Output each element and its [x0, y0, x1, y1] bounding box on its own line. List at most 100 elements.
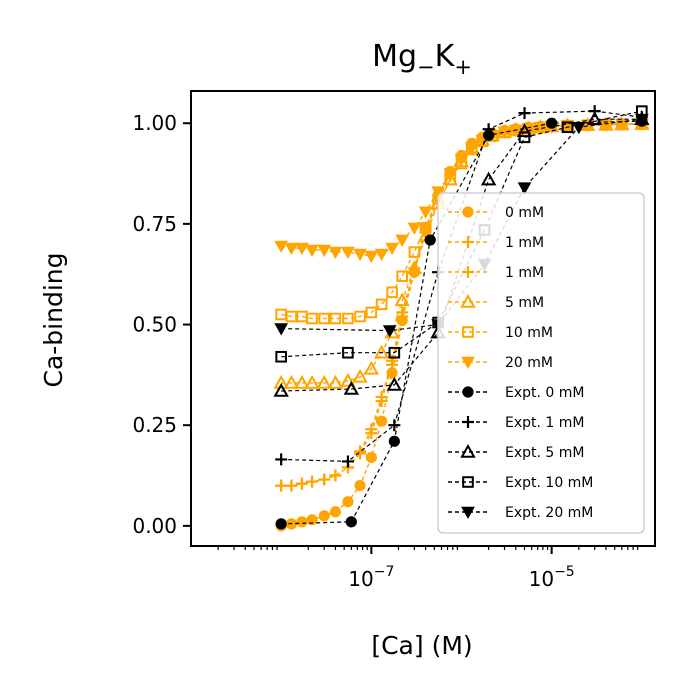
legend-entry: 1 mM	[448, 235, 544, 251]
data-point	[516, 123, 533, 138]
plot-area	[190, 90, 656, 547]
x-tick-label: 10−5	[529, 564, 575, 591]
legend-entry: Expt. 20 mM	[448, 505, 593, 521]
data-point	[340, 372, 356, 387]
legend-marker	[462, 236, 474, 248]
legend-entry: Expt. 10 mM	[448, 475, 593, 491]
data-point	[431, 186, 445, 199]
legend-entry: Expt. 0 mM	[448, 385, 584, 401]
data-point	[518, 131, 531, 144]
legend-entry: 5 mM	[448, 293, 544, 311]
legend-marker	[462, 416, 474, 428]
legend-marker	[462, 266, 474, 278]
legend-label: 0 mM	[505, 205, 544, 221]
data-point	[363, 360, 380, 375]
data-point	[354, 445, 367, 458]
data-point	[306, 475, 319, 488]
data-point	[354, 480, 366, 492]
data-point	[365, 451, 377, 464]
y-axis-label: Ca-binding	[39, 253, 68, 388]
data-point	[396, 270, 409, 283]
y-tick-label: 0.50	[132, 313, 177, 337]
data-point	[304, 374, 320, 389]
legend-marker	[462, 206, 474, 218]
y-tick-label: 1.00	[132, 111, 177, 135]
data-point	[316, 374, 332, 389]
data-point	[634, 113, 649, 127]
data-point	[295, 477, 308, 490]
data-point	[329, 469, 342, 482]
data-point	[374, 248, 389, 262]
y-tick-label: 0.75	[132, 212, 177, 236]
data-point	[407, 222, 422, 235]
data-point	[365, 423, 378, 436]
data-point	[306, 514, 318, 526]
data-point	[305, 244, 319, 258]
data-point	[345, 516, 357, 528]
data-point	[364, 250, 379, 264]
legend-label: 10 mM	[505, 325, 553, 341]
legend-label: Expt. 10 mM	[505, 475, 593, 491]
data-point	[373, 344, 390, 359]
data-point	[342, 312, 354, 325]
data-point	[375, 298, 388, 311]
data-point	[365, 306, 378, 319]
data-point	[306, 312, 318, 325]
legend-label: 5 mM	[505, 295, 544, 311]
title-main: Mg	[372, 39, 417, 74]
legend-entry: 1 mM	[448, 265, 544, 281]
data-point	[388, 435, 400, 447]
data-point	[275, 518, 287, 530]
data-point	[586, 111, 603, 125]
data-point	[318, 510, 330, 522]
data-point	[341, 455, 354, 468]
title-mid: K	[435, 39, 456, 74]
data-point	[318, 473, 331, 486]
legend-label: Expt. 20 mM	[505, 505, 593, 521]
data-point	[328, 246, 343, 260]
data-point	[274, 323, 289, 336]
data-point	[376, 415, 388, 427]
data-point	[341, 246, 355, 260]
data-point	[571, 121, 586, 135]
data-point	[388, 346, 401, 359]
data-point	[275, 350, 287, 363]
legend-entry: 0 mM	[448, 205, 544, 221]
title-subscript: −	[417, 55, 435, 79]
data-point	[274, 240, 289, 254]
data-point	[275, 479, 288, 492]
data-point	[418, 206, 433, 219]
data-point	[354, 310, 366, 323]
data-point	[343, 380, 360, 395]
data-point	[327, 374, 344, 389]
legend-marker	[460, 443, 476, 458]
data-point	[386, 286, 398, 299]
data-point	[285, 479, 298, 492]
x-axis: 10−7 10−5	[217, 546, 639, 591]
legend-entry: Expt. 5 mM	[448, 443, 584, 461]
data-point	[342, 346, 354, 359]
series-layer	[273, 105, 650, 532]
legend-marker	[461, 356, 475, 370]
data-point	[284, 242, 299, 256]
data-point	[283, 374, 300, 389]
legend-marker	[461, 506, 475, 520]
data-point	[317, 244, 332, 258]
y-tick-label: 0.25	[132, 413, 177, 437]
legend-label: 1 mM	[505, 235, 544, 251]
data-point	[480, 171, 497, 186]
data-point	[518, 107, 531, 120]
data-point	[382, 325, 397, 338]
data-point	[275, 453, 288, 466]
legend-marker	[460, 293, 476, 308]
data-point	[464, 142, 479, 155]
data-point	[408, 246, 421, 258]
data-point	[329, 312, 342, 325]
chart-title: Mg−K+	[372, 39, 472, 79]
legend-frame	[437, 192, 645, 534]
legend-label: 1 mM	[505, 265, 544, 281]
data-point	[482, 123, 495, 136]
legend-label: Expt. 1 mM	[505, 415, 584, 431]
x-axis-label: [Ca] (M)	[371, 631, 472, 660]
